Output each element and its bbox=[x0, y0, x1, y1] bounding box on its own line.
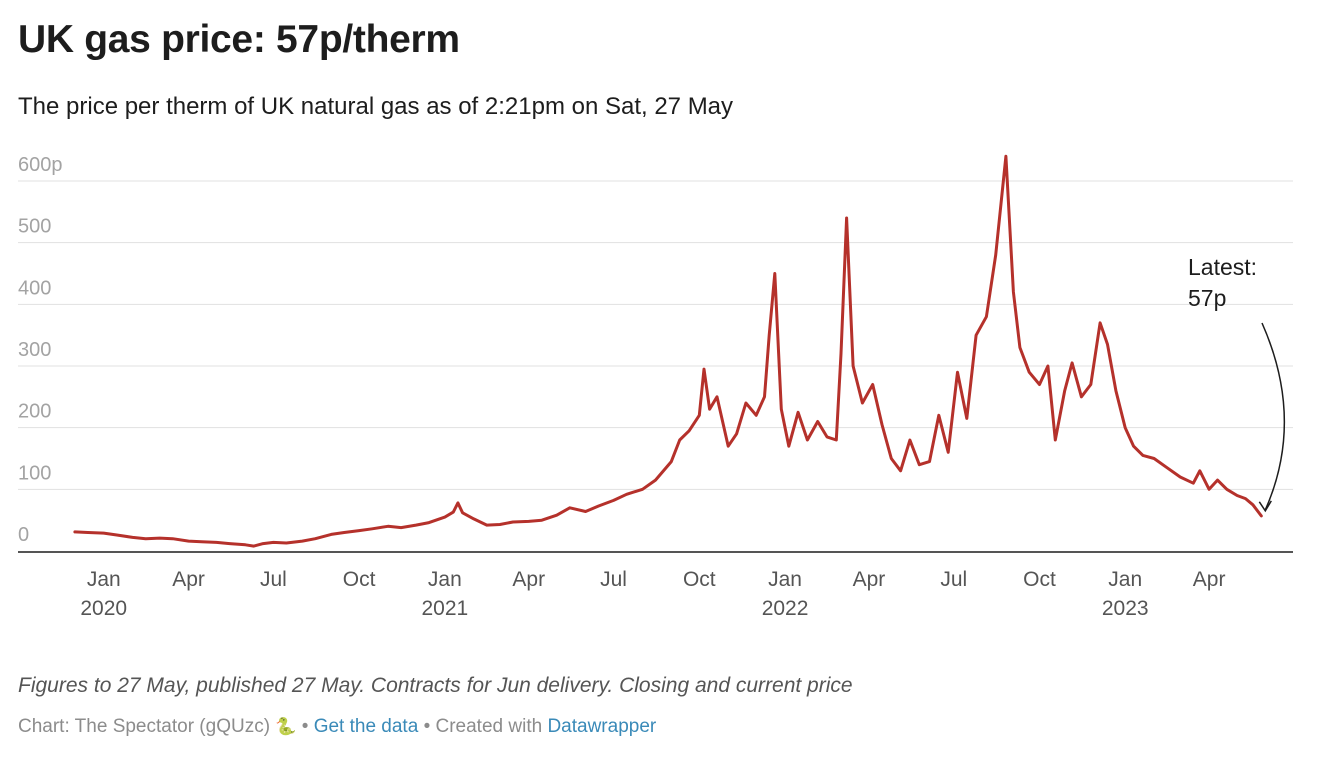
y-axis-ticks: 0 100 200 300 400 500 600p bbox=[18, 154, 63, 546]
x-tick-label: Jul bbox=[940, 568, 967, 591]
x-axis-ticks: Jan 2020 Apr Jul Oct Jan 2021 Apr Jul Oct Jan 2022 A… bbox=[80, 568, 1225, 620]
x-tick-label: Oct bbox=[683, 568, 716, 591]
y-tick-label: 100 bbox=[18, 462, 51, 484]
x-tick-label: Jul bbox=[600, 568, 627, 591]
y-tick-label: 200 bbox=[18, 401, 51, 423]
latest-price-annotation: Latest: 57p bbox=[1188, 254, 1286, 513]
x-tick-label: Oct bbox=[343, 568, 376, 591]
x-tick-label: Apr bbox=[172, 568, 205, 591]
chart-subtitle: The price per therm of UK natural gas as… bbox=[18, 93, 734, 120]
annotation-label: 57p bbox=[1188, 285, 1226, 311]
x-tick-label: Oct bbox=[1023, 568, 1056, 591]
x-tick-year-label: 2023 bbox=[1102, 597, 1149, 620]
chart-notes: Figures to 27 May, published 27 May. Con… bbox=[18, 674, 853, 697]
x-tick-label: Jan bbox=[87, 568, 121, 591]
footer-separator: • bbox=[301, 716, 309, 737]
x-tick-year-label: 2022 bbox=[762, 597, 809, 620]
y-tick-label: 500 bbox=[18, 216, 51, 238]
created-with-label: Created with bbox=[435, 716, 543, 737]
y-tick-label: 400 bbox=[18, 277, 51, 299]
annotation-label: Latest: bbox=[1188, 254, 1257, 280]
price-series-line bbox=[73, 154, 1263, 548]
x-tick-year-label: 2021 bbox=[422, 597, 469, 620]
y-tick-label: 600p bbox=[18, 154, 63, 176]
x-tick-label: Apr bbox=[1193, 568, 1226, 591]
y-tick-label: 0 bbox=[18, 524, 29, 546]
x-tick-label: Apr bbox=[512, 568, 545, 591]
gridlines bbox=[18, 180, 1293, 490]
chart-title: UK gas price: 57p/therm bbox=[18, 18, 460, 61]
footer-separator: • bbox=[423, 716, 431, 737]
x-tick-label: Jan bbox=[1108, 568, 1142, 591]
x-tick-label: Jan bbox=[428, 568, 462, 591]
annotation-arrowhead bbox=[1258, 500, 1272, 513]
x-tick-label: Apr bbox=[853, 568, 886, 591]
snake-icon: 🐍 bbox=[275, 717, 297, 736]
y-tick-label: 300 bbox=[18, 339, 51, 361]
chart-footer: Chart: The Spectator (gQUzc) 🐍 • Get the… bbox=[18, 716, 656, 738]
datawrapper-link[interactable]: Datawrapper bbox=[547, 716, 657, 737]
x-tick-year-label: 2020 bbox=[80, 597, 127, 620]
x-tick-label: Jul bbox=[260, 568, 287, 591]
chart-credit: Chart: The Spectator (gQUzc) bbox=[18, 716, 271, 737]
x-tick-label: Jan bbox=[768, 568, 802, 591]
get-the-data-link[interactable]: Get the data bbox=[313, 716, 419, 737]
annotation-arrow bbox=[1261, 322, 1286, 511]
